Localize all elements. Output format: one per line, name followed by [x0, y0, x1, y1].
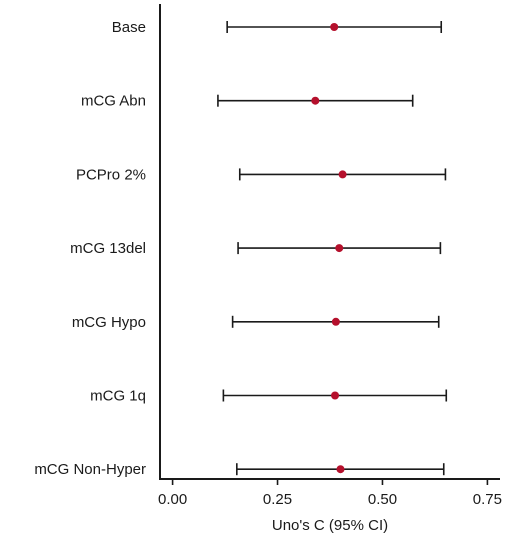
category-label: mCG 1q [90, 388, 146, 405]
category-label: mCG Hypo [72, 314, 146, 331]
category-label: mCG Non-Hyper [34, 461, 146, 478]
estimate-point [336, 465, 345, 474]
estimate-point [331, 391, 340, 400]
point-layer [311, 23, 347, 474]
category-label: mCG 13del [70, 240, 146, 257]
estimate-point [335, 244, 344, 253]
x-tick-label: 0.75 [473, 491, 502, 508]
x-tick-label: 0.00 [158, 491, 187, 508]
x-axis-ticks: 0.00 0.25 0.50 0.75 [158, 479, 502, 508]
category-label: mCG Abn [81, 93, 146, 110]
interval-layer [217, 21, 448, 476]
estimate-point [331, 317, 340, 326]
x-axis-title: Uno's C (95% CI) [272, 517, 388, 534]
x-tick-label: 0.25 [263, 491, 292, 508]
estimate-point [338, 170, 347, 179]
estimate-point [311, 96, 320, 105]
category-labels: Base mCG Abn PCPro 2% mCG 13del mCG Hypo mCG … [34, 19, 146, 478]
estimate-point [330, 23, 339, 31]
x-tick-label: 0.50 [368, 491, 397, 508]
category-label: Base [112, 19, 146, 36]
category-label: PCPro 2% [76, 166, 146, 183]
